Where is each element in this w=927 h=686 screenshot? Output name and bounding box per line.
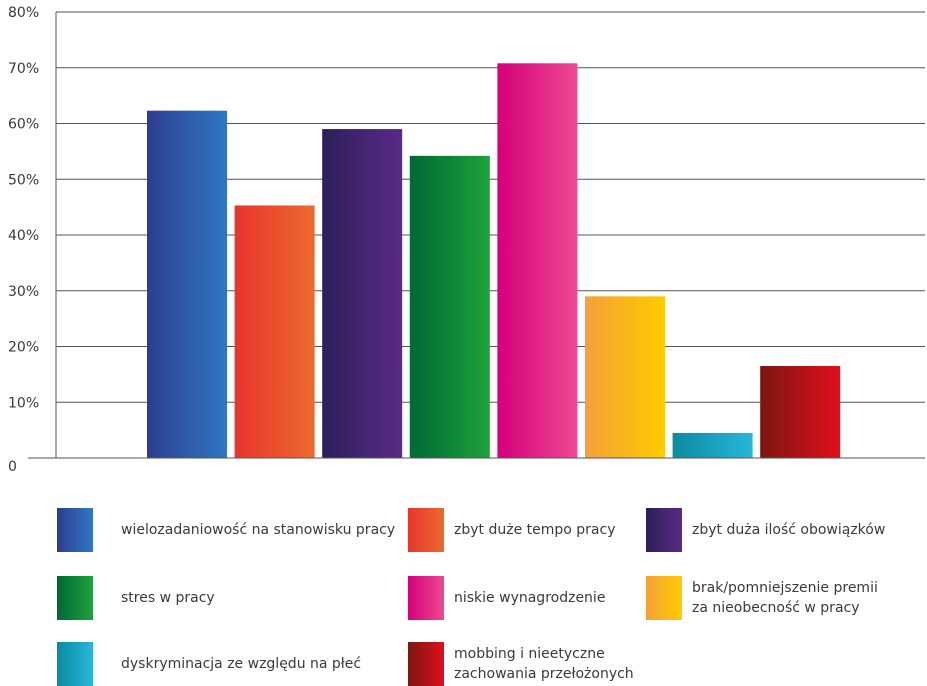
legend-swatch: [646, 576, 682, 620]
axes: [28, 12, 925, 459]
legend-label: wielozadaniowość na stanowisku pracy: [121, 522, 396, 538]
y-tick-label: 60%: [8, 117, 39, 133]
legend-swatch: [408, 508, 444, 552]
legend-label: zbyt duża ilość obowiązków: [692, 522, 886, 538]
legend-swatch: [57, 508, 93, 552]
legend-swatch: [57, 576, 93, 620]
y-tick-label: 30%: [8, 284, 39, 300]
y-tick-label: 20%: [8, 340, 39, 356]
y-tick-label: 70%: [8, 61, 39, 77]
legend-label: zbyt duże tempo pracy: [454, 522, 616, 538]
y-tick-label: 0: [8, 459, 17, 475]
legend-label: dyskryminacja ze względu na płeć: [121, 656, 362, 672]
legend-swatch: [646, 508, 682, 552]
y-tick-label: 10%: [8, 395, 39, 411]
bar: [672, 432, 753, 458]
legend-swatch: [408, 576, 444, 620]
y-tick-label: 40%: [8, 228, 39, 244]
y-tick-label: 50%: [8, 172, 39, 188]
bar: [234, 205, 315, 458]
legend-label: mobbing i nieetyczne zachowania przełożo…: [454, 646, 634, 682]
bars: [147, 63, 841, 459]
bar-chart: 0 10% 20% 30% 40% 50% 60% 70% 80%: [8, 5, 925, 475]
bar: [760, 366, 841, 458]
bar: [409, 155, 490, 458]
legend-swatch: [57, 642, 93, 686]
legend-swatch: [408, 642, 444, 686]
bar: [322, 129, 403, 458]
legend-label: brak/pomniejszenie premii za nieobecność…: [692, 580, 878, 616]
y-tick-label: 80%: [8, 5, 39, 21]
bar: [147, 110, 227, 459]
bar: [497, 63, 578, 458]
legend-label: niskie wynagrodzenie: [454, 590, 606, 606]
bar: [585, 296, 665, 458]
y-axis-ticks: 0 10% 20% 30% 40% 50% 60% 70% 80%: [8, 5, 39, 475]
legend-label: stres w pracy: [121, 590, 215, 606]
